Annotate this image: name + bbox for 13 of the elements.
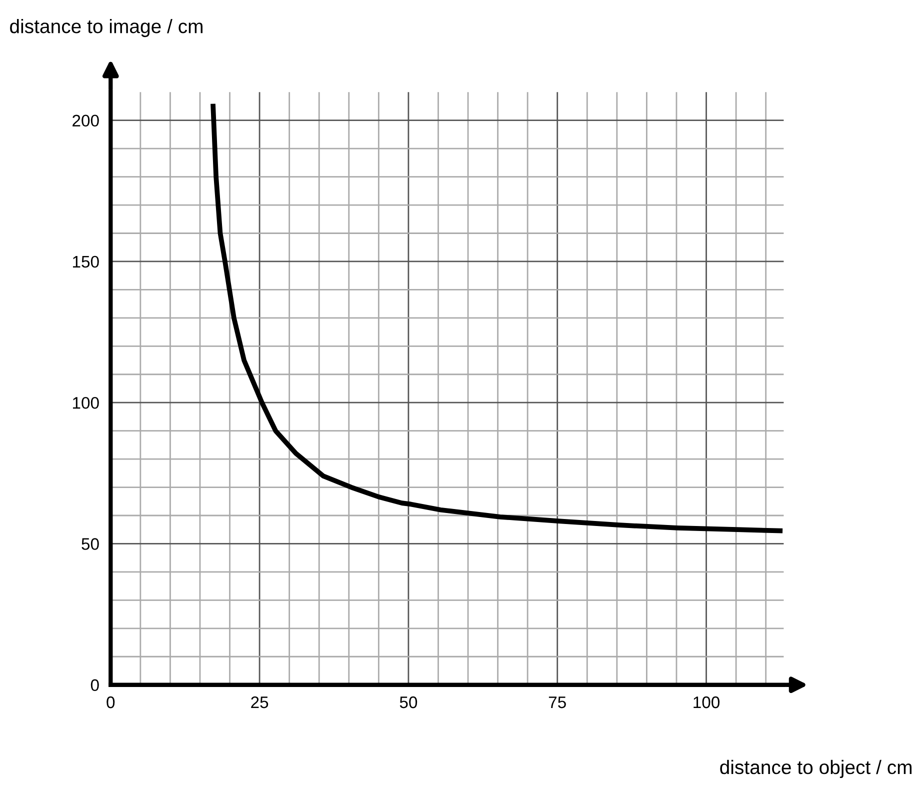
line-series (210, 104, 783, 534)
y-tick-label: 200 (72, 114, 99, 127)
x-axis-title: distance to object / cm (720, 760, 912, 778)
y-axis-title: distance to image / cm (10, 18, 202, 38)
x-tick-label: 0 (106, 696, 115, 708)
y-tick-label: 50 (82, 538, 99, 550)
x-tick-label: 100 (694, 696, 720, 708)
x-tick-label: 25 (251, 696, 268, 708)
y-tick-label: 150 (72, 256, 99, 268)
x-tick-label: 75 (548, 696, 566, 708)
x-tick-label: 50 (400, 696, 418, 708)
y-tick-label: 100 (72, 397, 99, 409)
y-tick-label: 0 (90, 679, 99, 692)
